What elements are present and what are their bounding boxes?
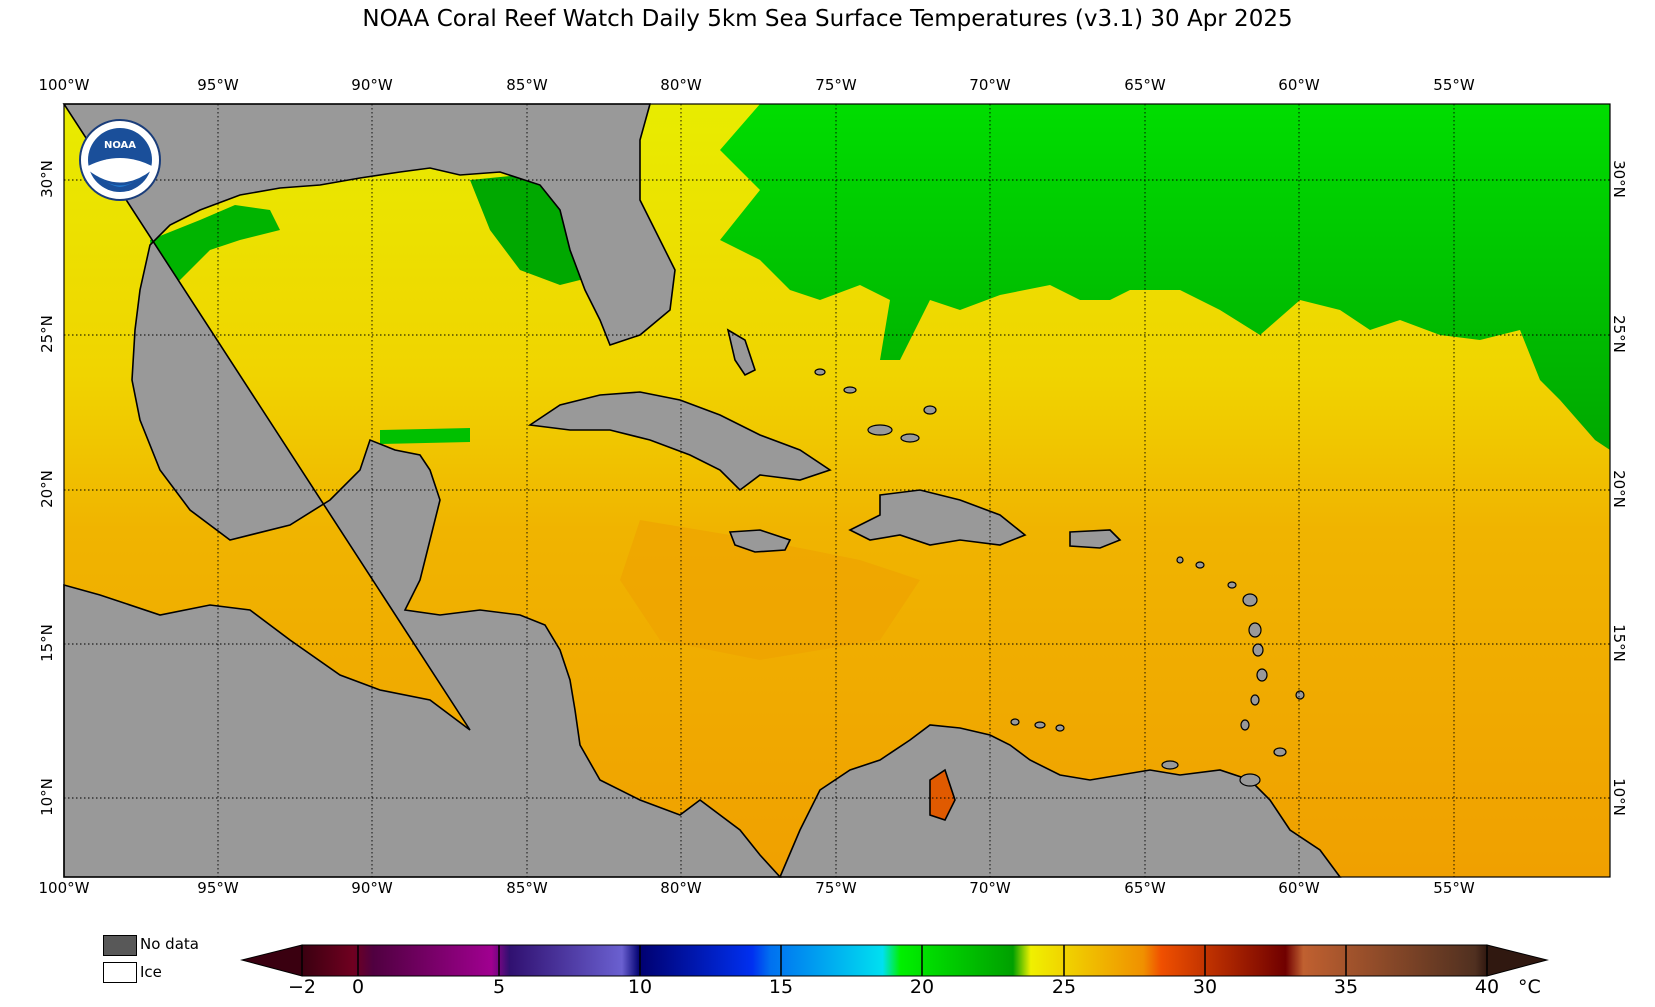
hispaniola	[848, 489, 1027, 546]
colorbar-tick-label: 15	[768, 976, 794, 998]
puerto-rico	[1069, 529, 1122, 549]
colorbar-tick-label: 40	[1474, 976, 1500, 998]
lat-label-left: 25°N	[37, 315, 56, 353]
lon-label-top: 85°W	[506, 76, 548, 94]
colorbar-tick-label: 10	[627, 976, 653, 998]
colorbar-tick-label: −2	[287, 976, 317, 998]
lon-label-bottom: 85°W	[506, 879, 548, 897]
map-frame	[63, 103, 1611, 878]
colorbar-tick-label: 5	[492, 976, 506, 998]
lon-label-top: 95°W	[197, 76, 239, 94]
lon-label-bottom: 90°W	[351, 879, 393, 897]
ice-swatch	[103, 962, 137, 983]
lon-label-top: 80°W	[660, 76, 702, 94]
south-america-land	[778, 724, 1342, 878]
gulf-cool-patch-west	[150, 205, 280, 300]
atlantic-cool-water	[650, 104, 1610, 450]
lon-label-bottom: 95°W	[197, 879, 239, 897]
lon-label-top: 55°W	[1433, 76, 1475, 94]
lesser-antilles	[814, 368, 1305, 787]
colorbar-unit-label: °C	[1518, 976, 1541, 998]
lon-label-bottom: 60°W	[1278, 879, 1320, 897]
lon-label-bottom: 75°W	[815, 879, 857, 897]
cuba	[527, 391, 832, 492]
yucatan-cool-strip	[380, 428, 470, 444]
lon-label-top: 60°W	[1278, 76, 1320, 94]
lon-label-top: 100°W	[38, 76, 90, 94]
lon-label-bottom: 80°W	[660, 879, 702, 897]
map-title: NOAA Coral Reef Watch Daily 5km Sea Surf…	[362, 6, 1293, 32]
ice-label: Ice	[140, 963, 162, 981]
lon-label-bottom: 70°W	[969, 879, 1011, 897]
andros-island	[726, 328, 756, 377]
lon-label-top: 75°W	[815, 76, 857, 94]
graticule	[64, 104, 1610, 877]
no-data-swatch	[103, 935, 137, 956]
lat-label-right: 20°N	[1609, 470, 1628, 508]
colorbar-tick-label: 35	[1333, 976, 1359, 998]
lon-label-bottom: 100°W	[38, 879, 90, 897]
lat-label-left: 15°N	[37, 624, 56, 662]
lon-label-bottom: 55°W	[1433, 879, 1475, 897]
caribbean-warm-patch	[620, 520, 920, 660]
colorbar-tick-label: 20	[909, 976, 935, 998]
lat-label-left: 20°N	[37, 470, 56, 508]
lat-label-right: 15°N	[1609, 624, 1628, 662]
maracaibo-region	[929, 768, 956, 821]
lat-label-right: 30°N	[1609, 160, 1628, 198]
lon-label-top: 70°W	[969, 76, 1011, 94]
lat-label-right: 25°N	[1609, 315, 1628, 353]
lat-label-left: 30°N	[37, 160, 56, 198]
colorbar-tick-label: 0	[351, 976, 365, 998]
no-data-label: No data	[140, 935, 199, 953]
lat-label-right: 10°N	[1609, 778, 1628, 816]
svg-text:NOAA: NOAA	[104, 140, 136, 151]
temperature-colorbar	[240, 944, 1549, 977]
colorbar-tick-label: 30	[1192, 976, 1218, 998]
jamaica	[728, 529, 792, 553]
lon-label-top: 65°W	[1124, 76, 1166, 94]
lon-label-top: 90°W	[351, 76, 393, 94]
colorbar-tick-label: 25	[1051, 976, 1077, 998]
lat-label-left: 10°N	[37, 778, 56, 816]
lon-label-bottom: 65°W	[1124, 879, 1166, 897]
noaa-logo-icon: NOAA	[79, 119, 161, 201]
